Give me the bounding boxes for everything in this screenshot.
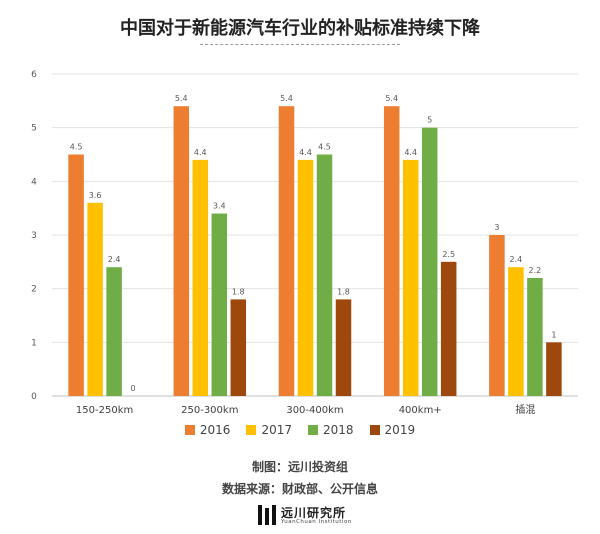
- bar: [546, 342, 562, 396]
- legend-item: 2016: [184, 423, 231, 437]
- y-tick-label: 5: [31, 124, 37, 134]
- bar: [278, 106, 295, 396]
- bar: [316, 154, 333, 396]
- y-tick-label: 6: [31, 70, 37, 80]
- data-label: 3.6: [89, 191, 102, 200]
- institution-logo: 远川研究所 YuanChuan Institution: [258, 503, 354, 527]
- logo-mark-icon: [258, 505, 276, 525]
- x-tick-label: 插混: [515, 403, 535, 416]
- legend-item: 2019: [369, 423, 416, 437]
- x-tick-label: 400km+: [399, 405, 442, 416]
- legend-label: 2019: [384, 423, 416, 437]
- data-label: 1.8: [337, 287, 350, 296]
- data-label: 1.8: [232, 287, 245, 296]
- bar: [421, 127, 438, 397]
- y-tick-label: 3: [31, 231, 37, 241]
- gridlines: [52, 73, 578, 397]
- data-label: 3: [494, 223, 499, 232]
- data-label: 2.5: [442, 250, 455, 259]
- data-label: 4.5: [318, 143, 331, 152]
- y-tick-label: 2: [31, 285, 37, 295]
- bar: [230, 299, 247, 396]
- data-labels: 4.5 3.6 2.4 0 5.4 4.4 3.4 1.8 5.4 4.4 4.5 1.8 5.4 4.4…: [70, 94, 557, 393]
- logo-subtitle: YuanChuan Institution: [281, 519, 352, 525]
- y-tick-label: 0: [31, 392, 37, 402]
- data-label: 4.4: [299, 148, 312, 157]
- data-label: 5.4: [280, 94, 293, 103]
- data-label: 0: [131, 384, 136, 393]
- bar: [173, 106, 190, 396]
- x-tick-label: 300-400km: [286, 405, 343, 416]
- legend-swatch: [369, 425, 380, 435]
- legend-swatch: [308, 425, 318, 435]
- bar: [383, 106, 400, 396]
- legend-swatch: [184, 425, 195, 435]
- legend-label: 2017: [261, 423, 292, 437]
- bar: [402, 159, 419, 396]
- bar: [489, 235, 505, 396]
- logo-name: 远川研究所: [281, 506, 347, 520]
- data-label: 5.4: [385, 94, 398, 103]
- legend-swatch: [246, 425, 257, 435]
- data-label: 4.4: [194, 148, 207, 157]
- bars: [68, 106, 562, 397]
- title-divider: [200, 44, 400, 45]
- x-tick-label: 150-250km: [76, 405, 133, 416]
- bar: [211, 213, 228, 396]
- chart-credit: 制图：远川投资组: [251, 460, 348, 474]
- data-label: 5.4: [175, 94, 188, 103]
- bar: [68, 154, 84, 396]
- bar: [527, 277, 543, 396]
- bar: [440, 261, 457, 396]
- legend: 2016 2017 2018 2019: [0, 423, 600, 437]
- bar: [508, 267, 524, 396]
- data-source: 数据来源：财政部、公开信息: [221, 482, 378, 496]
- data-label: 2.2: [529, 266, 542, 275]
- y-tick-label: 4: [31, 177, 37, 187]
- data-label: 2.4: [108, 255, 121, 264]
- legend-item: 2018: [308, 423, 354, 437]
- bar: [297, 159, 314, 396]
- data-label: 4.4: [404, 148, 417, 157]
- chart-title: 中国对于新能源汽车行业的补贴标准持续下降: [120, 18, 480, 39]
- legend-label: 2018: [323, 423, 354, 437]
- data-label: 2.4: [510, 255, 523, 264]
- data-label: 1: [551, 330, 556, 339]
- legend-label: 2016: [199, 423, 231, 437]
- axes: 0 1 2 3 4 5 6 150-250km 250-300km 300-400km 400km+…: [31, 70, 535, 416]
- bar: [87, 202, 103, 396]
- bar-chart: 4.5 3.6 2.4 0 5.4 4.4 3.4 1.8 5.4 4.4 4.5 1.8 5.4 4.4…: [31, 70, 578, 416]
- bar: [335, 299, 352, 396]
- data-label: 5: [427, 116, 432, 125]
- data-label: 3.4: [213, 202, 226, 211]
- bar: [192, 159, 209, 396]
- x-tick-label: 250-300km: [181, 405, 238, 416]
- bar: [106, 267, 122, 396]
- data-label: 4.5: [70, 143, 83, 152]
- legend-item: 2017: [246, 423, 292, 437]
- y-tick-label: 1: [31, 338, 37, 348]
